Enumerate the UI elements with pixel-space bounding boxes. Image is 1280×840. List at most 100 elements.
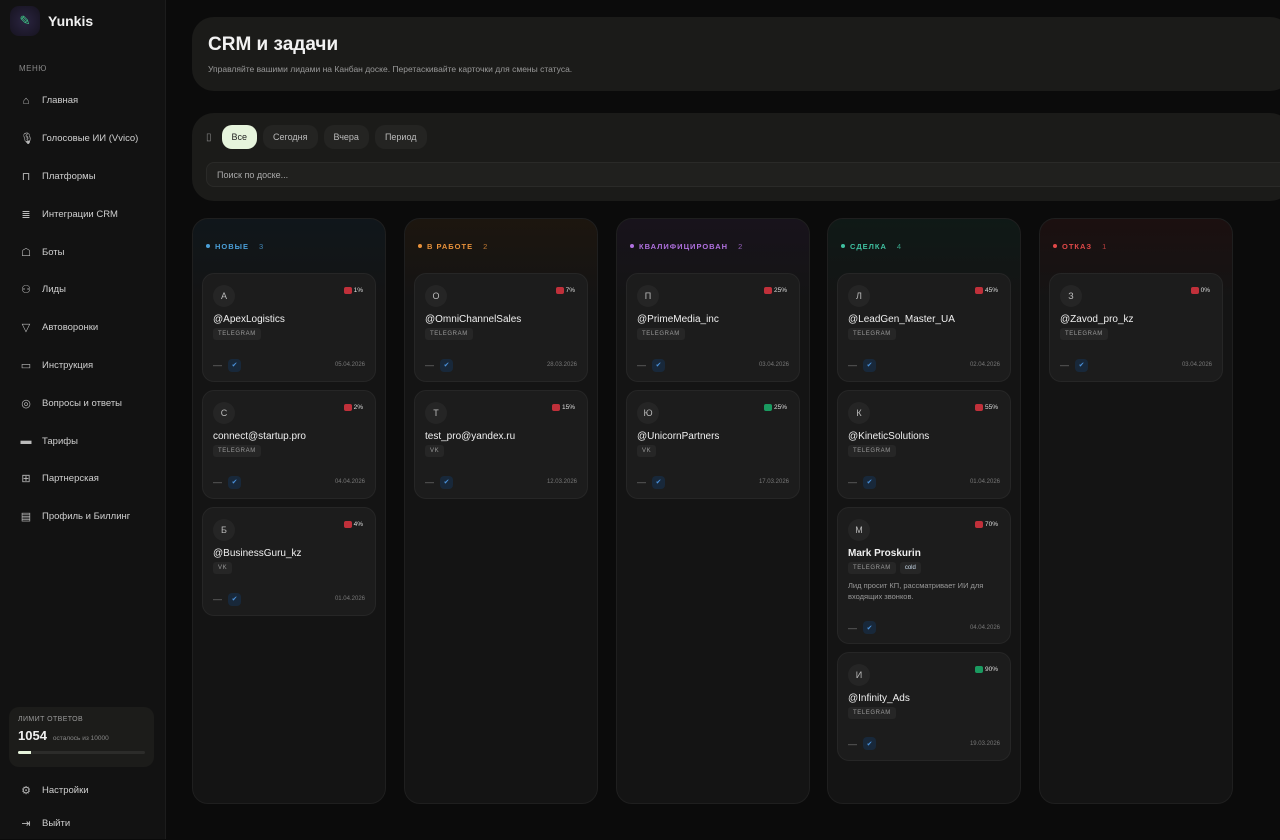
lead-card[interactable]: М 70% Mark Proskurin TELEGRAM cold Лид пр…: [837, 507, 1011, 644]
lead-date: 17.03.2026: [758, 479, 789, 485]
fire-icon: [343, 521, 352, 528]
check-badge-icon[interactable]: ✔: [228, 475, 241, 489]
sidebar-item-settings[interactable]: ⚙ Настройки: [0, 774, 166, 807]
filter-chip-0[interactable]: Все: [221, 125, 258, 149]
fire-icon: [763, 287, 772, 294]
lead-date: 04.04.2026: [334, 479, 365, 485]
column-count: 2: [483, 241, 489, 251]
sidebar-item-11[interactable]: ▤ Профиль и Биллинг: [0, 498, 166, 536]
calendar-icon: ▯: [206, 131, 212, 143]
source-tag: TELEGRAM: [637, 328, 685, 340]
board-search-input[interactable]: [206, 162, 1280, 187]
sidebar-item-1[interactable]: 🎙 Голосовые ИИ (Vvico): [0, 120, 166, 158]
logo[interactable]: ✎ Yunkis: [10, 6, 93, 36]
avatar: П: [637, 285, 659, 307]
check-badge-icon[interactable]: ✔: [863, 475, 876, 489]
lead-card[interactable]: О 7% @OmniChannelSales TELEGRAM — ✔ 28.03.…: [414, 273, 588, 382]
assignee-placeholder: —: [213, 594, 222, 604]
sidebar-item-label: Главная: [42, 95, 79, 107]
check-badge-icon[interactable]: ✔: [440, 475, 453, 489]
filter-chip-1[interactable]: Сегодня: [263, 125, 318, 149]
lead-card[interactable]: З 0% @Zavod_pro_kz TELEGRAM — ✔ 03.04.2026: [1049, 273, 1223, 382]
assignee-placeholder: —: [637, 360, 646, 370]
avatar: М: [848, 519, 870, 541]
filter-panel: ▯ Все Сегодня Вчера Период: [192, 113, 1280, 201]
avatar: О: [425, 285, 447, 307]
filter-chip-2[interactable]: Вчера: [323, 125, 369, 149]
page-subtitle: Управляйте вашими лидами на Канбан доске…: [208, 64, 573, 74]
sidebar-item-5[interactable]: ⚇ Лиды: [0, 271, 166, 309]
check-badge-icon[interactable]: ✔: [863, 358, 876, 372]
lead-card[interactable]: Б 4% @BusinessGuru_kz VK — ✔ 01.04.2026: [202, 507, 376, 616]
check-badge-icon[interactable]: ✔: [652, 358, 665, 372]
source-tag: TELEGRAM: [848, 562, 896, 574]
probability-badge: 15%: [551, 404, 575, 411]
source-tag: TELEGRAM: [848, 328, 896, 340]
sidebar-item-10[interactable]: ⊞ Партнерская: [0, 460, 166, 498]
probability-value: 1%: [353, 287, 363, 294]
sidebar-item-label: Профиль и Биллинг: [42, 511, 131, 523]
column-title: ОТКАЗ: [1062, 241, 1093, 251]
card-icon: ▬: [20, 435, 32, 448]
avatar: К: [848, 402, 870, 424]
lead-card[interactable]: И 90% @Infinity_Ads TELEGRAM — ✔ 19.03.202…: [837, 651, 1011, 761]
sidebar-item-4[interactable]: ☖ Боты: [0, 233, 166, 271]
fire-icon: [974, 287, 983, 294]
lead-card[interactable]: П 25% @PrimeMedia_inc TELEGRAM — ✔ 03.04.2…: [626, 273, 800, 382]
column-count: 4: [896, 241, 903, 251]
lead-card[interactable]: А 1% @ApexLogistics TELEGRAM — ✔ 05.04.202…: [202, 273, 376, 382]
lead-name: Mark Proskurin: [848, 548, 921, 559]
check-badge-icon[interactable]: ✔: [1075, 358, 1088, 372]
check-badge-icon[interactable]: ✔: [863, 621, 876, 635]
kanban-column: СДЕЛКА 4 Л 45% @LeadGen_Master_UA TELEGRA…: [827, 218, 1021, 804]
lead-name: @UnicornPartners: [637, 431, 720, 442]
filter-chip-3[interactable]: Период: [374, 125, 427, 149]
lead-card[interactable]: С 2% connect@startup.pro TELEGRAM — ✔ 04.0…: [202, 390, 376, 499]
source-tag: VK: [637, 445, 657, 457]
sidebar-item-label: Боты: [42, 246, 65, 258]
fire-icon: [555, 287, 564, 294]
source-tag: VK: [425, 445, 445, 457]
probability-value: 70%: [984, 521, 998, 528]
probability-badge: 4%: [343, 521, 363, 528]
lead-date: 05.04.2026: [334, 362, 365, 368]
lead-card[interactable]: Ю 25% @UnicornPartners VK — ✔ 17.03.2026: [626, 390, 800, 499]
check-badge-icon[interactable]: ✔: [652, 475, 665, 489]
sidebar: ✎ Yunkis МЕНЮ ⌂ Главная 🎙 Голосовые ИИ (Vvi…: [0, 0, 166, 839]
sidebar-item-2[interactable]: ⊓ Платформы: [0, 158, 166, 196]
sidebar-item-label: Автоворонки: [42, 322, 99, 334]
avatar: Т: [425, 402, 447, 424]
sidebar-item-0[interactable]: ⌂ Главная: [0, 82, 166, 120]
lead-card[interactable]: К 55% @KineticSolutions TELEGRAM — ✔ 01.04…: [837, 390, 1011, 499]
probability-badge: 7%: [555, 287, 575, 294]
check-badge-icon[interactable]: ✔: [440, 358, 453, 372]
leaf-icon: [763, 404, 772, 411]
probability-value: 2%: [353, 404, 363, 411]
lead-date: 19.03.2026: [969, 740, 1000, 747]
sidebar-item-3[interactable]: ≣ Интеграции CRM: [0, 195, 166, 233]
lead-card[interactable]: Л 45% @LeadGen_Master_UA TELEGRAM — ✔ 02.0…: [837, 273, 1011, 382]
avatar: И: [848, 663, 870, 686]
lead-card[interactable]: Т 15% test_pro@yandex.ru VK — ✔ 12.03.2026: [414, 390, 588, 499]
sidebar-item-9[interactable]: ▬ Тарифы: [0, 422, 166, 460]
sidebar-item-7[interactable]: ▭ Инструкция: [0, 347, 166, 385]
sidebar-item-8[interactable]: ◎ Вопросы и ответы: [0, 384, 166, 422]
check-badge-icon[interactable]: ✔: [228, 592, 241, 606]
probability-value: 7%: [565, 287, 575, 294]
users-icon: ⚇: [21, 284, 31, 297]
check-badge-icon[interactable]: ✔: [228, 358, 241, 372]
source-tag: TELEGRAM: [213, 328, 261, 340]
gear-icon: ⚙: [21, 785, 31, 797]
sidebar-item-logout[interactable]: ⇥ Выйти: [0, 807, 166, 840]
check-badge-icon[interactable]: ✔: [863, 737, 876, 751]
sidebar-item-6[interactable]: ▽ Автоворонки: [0, 309, 166, 347]
limit-value: 1054: [18, 728, 47, 743]
sidebar-item-label: Инструкция: [42, 359, 94, 371]
probability-badge: 55%: [974, 404, 998, 411]
lead-date: 04.04.2026: [969, 624, 1000, 631]
probability-value: 0%: [1200, 287, 1210, 294]
partner-icon: ⊞: [21, 473, 31, 486]
logo-icon: ✎: [10, 6, 40, 36]
avatar: А: [213, 285, 235, 307]
lead-name: test_pro@yandex.ru: [425, 431, 516, 442]
